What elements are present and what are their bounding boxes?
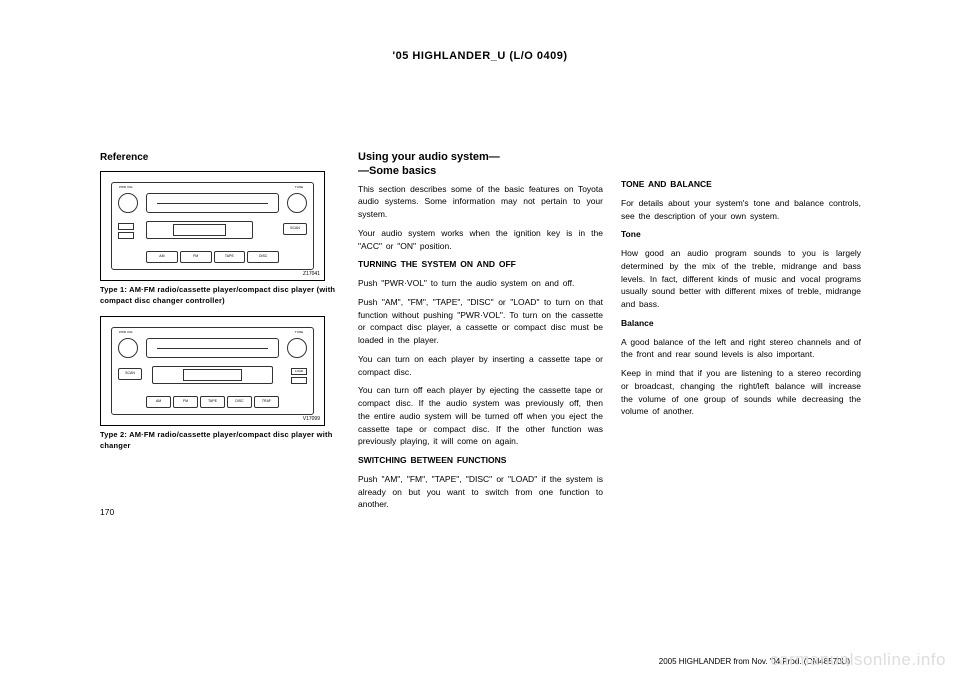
cd-slot [146,193,279,213]
scan-button: SCAN [283,223,307,235]
manual-page: '05 HIGHLANDER_U (L/O 0409) Reference PW… [100,50,860,610]
seek-up [118,223,134,230]
content-columns: Reference PWR·VOL TUNE [100,150,860,517]
cd-slot-line [157,203,268,204]
para-tone: How good an audio program sounds to you … [621,247,861,311]
seek-down [118,232,134,239]
eject-btn [291,377,307,384]
disc-button: DISC [247,251,279,263]
page-header: '05 HIGHLANDER_U (L/O 0409) [100,50,860,62]
fm-button: FM [180,251,212,263]
figure-code-1: Z17041 [303,271,320,279]
para-push-function: Push "AM", "FM", "TAPE", "DISC" or "LOAD… [358,296,603,347]
tape-outline [173,224,226,236]
button-row-2: AM FM TAPE DISC TRAF [146,396,279,408]
column-3: TONE AND BALANCE For details about your … [621,150,861,517]
pwr-vol-label: PWR·VOL [116,185,136,190]
heading-balance: Balance [621,317,861,330]
disc-button-2: DISC [227,396,252,408]
am-button: AM [146,251,178,263]
page-number: 170 [100,506,114,519]
para-ignition: Your audio system works when the ignitio… [358,227,603,253]
section-title: Using your audio system— —Some basics [358,150,603,179]
load-btn: LOAD [291,368,307,375]
pwr-vol-knob-2 [118,338,138,358]
para-pwrvol: Push "PWR·VOL" to turn the audio system … [358,277,603,290]
button-row-1: AM FM TAPE DISC [146,251,279,263]
reference-label: Reference [100,150,340,165]
heading-switching: SWITCHING BETWEEN FUNCTIONS [358,454,603,467]
pwr-vol-knob [118,193,138,213]
seek-buttons [118,223,134,239]
cd-slot-line-2 [157,348,268,349]
para-balance-2: Keep in mind that if you are listening t… [621,367,861,418]
radio-unit-2: PWR·VOL TUNE SCAN LOAD AM [111,327,314,415]
title-line-1: Using your audio system— [358,151,500,163]
para-intro: This section describes some of the basic… [358,183,603,221]
radio-unit-1: PWR·VOL TUNE SCAN AM [111,182,314,270]
scan-button-2: SCAN [118,368,142,380]
tape-button: TAPE [214,251,246,263]
para-balance-1: A good balance of the left and right ste… [621,336,861,362]
para-turn-off-eject: You can turn off each player by ejecting… [358,384,603,448]
para-switching: Push "AM", "FM", "TAPE", "DISC" or "LOAD… [358,473,603,511]
figure-code-2: V17099 [303,416,320,424]
tune-knob [287,193,307,213]
figure-type2: PWR·VOL TUNE SCAN LOAD AM [100,316,325,426]
heading-tone-balance: TONE AND BALANCE [621,178,861,191]
tape-button-2: TAPE [200,396,225,408]
tune-label-2: TUNE [289,330,309,335]
column-1: Reference PWR·VOL TUNE [100,150,340,517]
heading-tone: Tone [621,228,861,241]
para-turn-on-insert: You can turn on each player by inserting… [358,353,603,379]
figure-caption-2: Type 2: AM·FM radio/cassette player/comp… [100,430,340,451]
figure-caption-1: Type 1: AM·FM radio/cassette player/comp… [100,285,340,306]
tape-slot-2 [152,366,273,384]
col3-spacer [621,150,861,178]
tape-slot [146,221,253,239]
cd-slot-2 [146,338,279,358]
column-2: Using your audio system— —Some basics Th… [358,150,603,517]
watermark: carmanualsonline.info [770,650,946,670]
tape-outline-2 [183,369,243,381]
figure-type1: PWR·VOL TUNE SCAN AM [100,171,325,281]
tune-label: TUNE [289,185,309,190]
para-tone-balance-intro: For details about your system's tone and… [621,197,861,223]
heading-turning-on: TURNING THE SYSTEM ON AND OFF [358,258,603,271]
title-line-2: —Some basics [358,165,436,177]
am-button-2: AM [146,396,171,408]
traf-button: TRAF [254,396,279,408]
tune-knob-2 [287,338,307,358]
pwr-vol-label-2: PWR·VOL [116,330,136,335]
load-buttons: LOAD [291,368,307,384]
fm-button-2: FM [173,396,198,408]
